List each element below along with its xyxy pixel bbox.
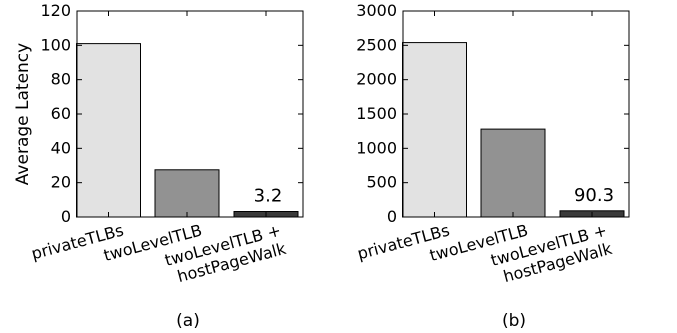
- chart-panel-2: 050010001500200025003000privateTLBstwoLe…: [355, 1, 630, 331]
- bar: [480, 128, 546, 218]
- y-tick-label: 20: [51, 173, 71, 192]
- chart-panel-1: 020406080100120privateTLBstwoLevelTLBtwo…: [13, 1, 304, 331]
- y-axis-label: Average Latency: [13, 43, 33, 185]
- bar: [154, 169, 220, 218]
- y-tick-label: 120: [40, 1, 71, 20]
- bar: [402, 42, 467, 218]
- panel-caption: (a): [176, 311, 200, 331]
- y-tick-label: 3000: [356, 1, 397, 20]
- data-label: 90.3: [574, 185, 614, 206]
- data-label: 3.2: [254, 186, 283, 207]
- y-tick-label: 60: [51, 104, 71, 123]
- y-tick-label: 0: [387, 207, 397, 226]
- y-tick-label: 1500: [356, 104, 397, 123]
- bar: [76, 43, 141, 218]
- y-tick-label: 500: [366, 173, 397, 192]
- y-tick-label: 2000: [356, 70, 397, 89]
- y-tick-label: 40: [51, 138, 71, 157]
- y-tick-label: 100: [40, 35, 71, 54]
- y-tick-label: 2500: [356, 35, 397, 54]
- y-tick-label: 0: [61, 207, 71, 226]
- y-tick-label: 80: [51, 70, 71, 89]
- panel-caption: (b): [502, 311, 526, 331]
- y-tick-label: 1000: [356, 138, 397, 157]
